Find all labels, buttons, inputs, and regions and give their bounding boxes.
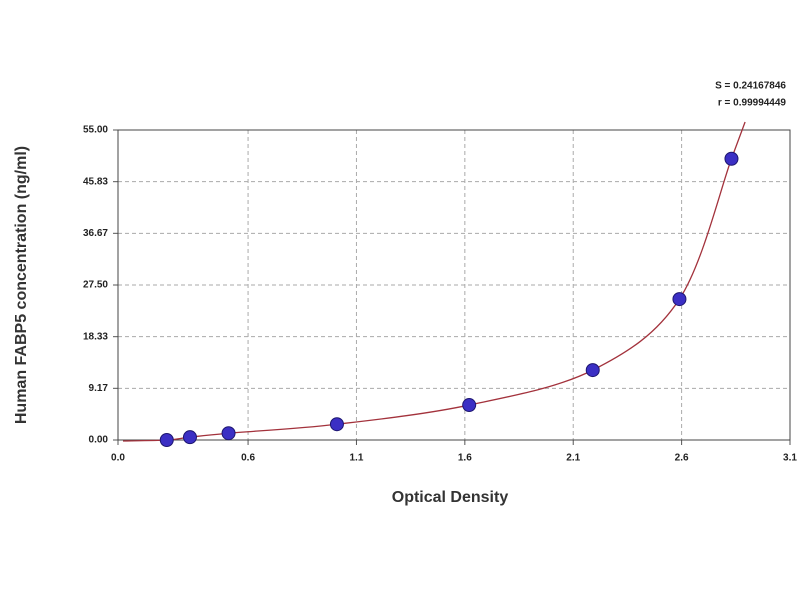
x-tick-label: 1.1 xyxy=(349,453,363,464)
x-tick-label: 1.6 xyxy=(458,453,472,464)
data-point xyxy=(462,398,477,413)
x-tick-label: 2.1 xyxy=(566,453,580,464)
data-point xyxy=(159,433,174,447)
data-point xyxy=(724,151,739,166)
y-tick-label: 36.67 xyxy=(83,228,108,239)
y-axis-title: Human FABP5 concentration (ng/ml) xyxy=(13,146,30,424)
plot-frame xyxy=(117,129,791,441)
x-tick-label: 0.0 xyxy=(111,453,125,464)
x-tick-label: 0.6 xyxy=(241,453,255,464)
y-tick-label: 55.00 xyxy=(83,125,108,136)
x-tick-label: 3.1 xyxy=(783,453,797,464)
annotation: r = 0.99994449 xyxy=(718,98,787,109)
x-tick-label: 2.6 xyxy=(675,453,689,464)
data-point xyxy=(221,426,236,441)
data-point xyxy=(672,292,687,307)
data-point xyxy=(329,417,344,432)
fit-curve xyxy=(122,121,746,442)
x-axis-title: Optical Density xyxy=(392,489,509,506)
y-tick-label: 9.17 xyxy=(89,383,109,394)
annotation: S = 0.24167846 xyxy=(715,81,786,92)
y-tick-label: 0.00 xyxy=(89,435,109,446)
y-tick-label: 18.33 xyxy=(83,331,108,342)
data-point xyxy=(182,430,197,445)
y-tick-label: 45.83 xyxy=(83,176,108,187)
y-tick-label: 27.50 xyxy=(83,280,108,291)
data-point xyxy=(585,363,600,378)
